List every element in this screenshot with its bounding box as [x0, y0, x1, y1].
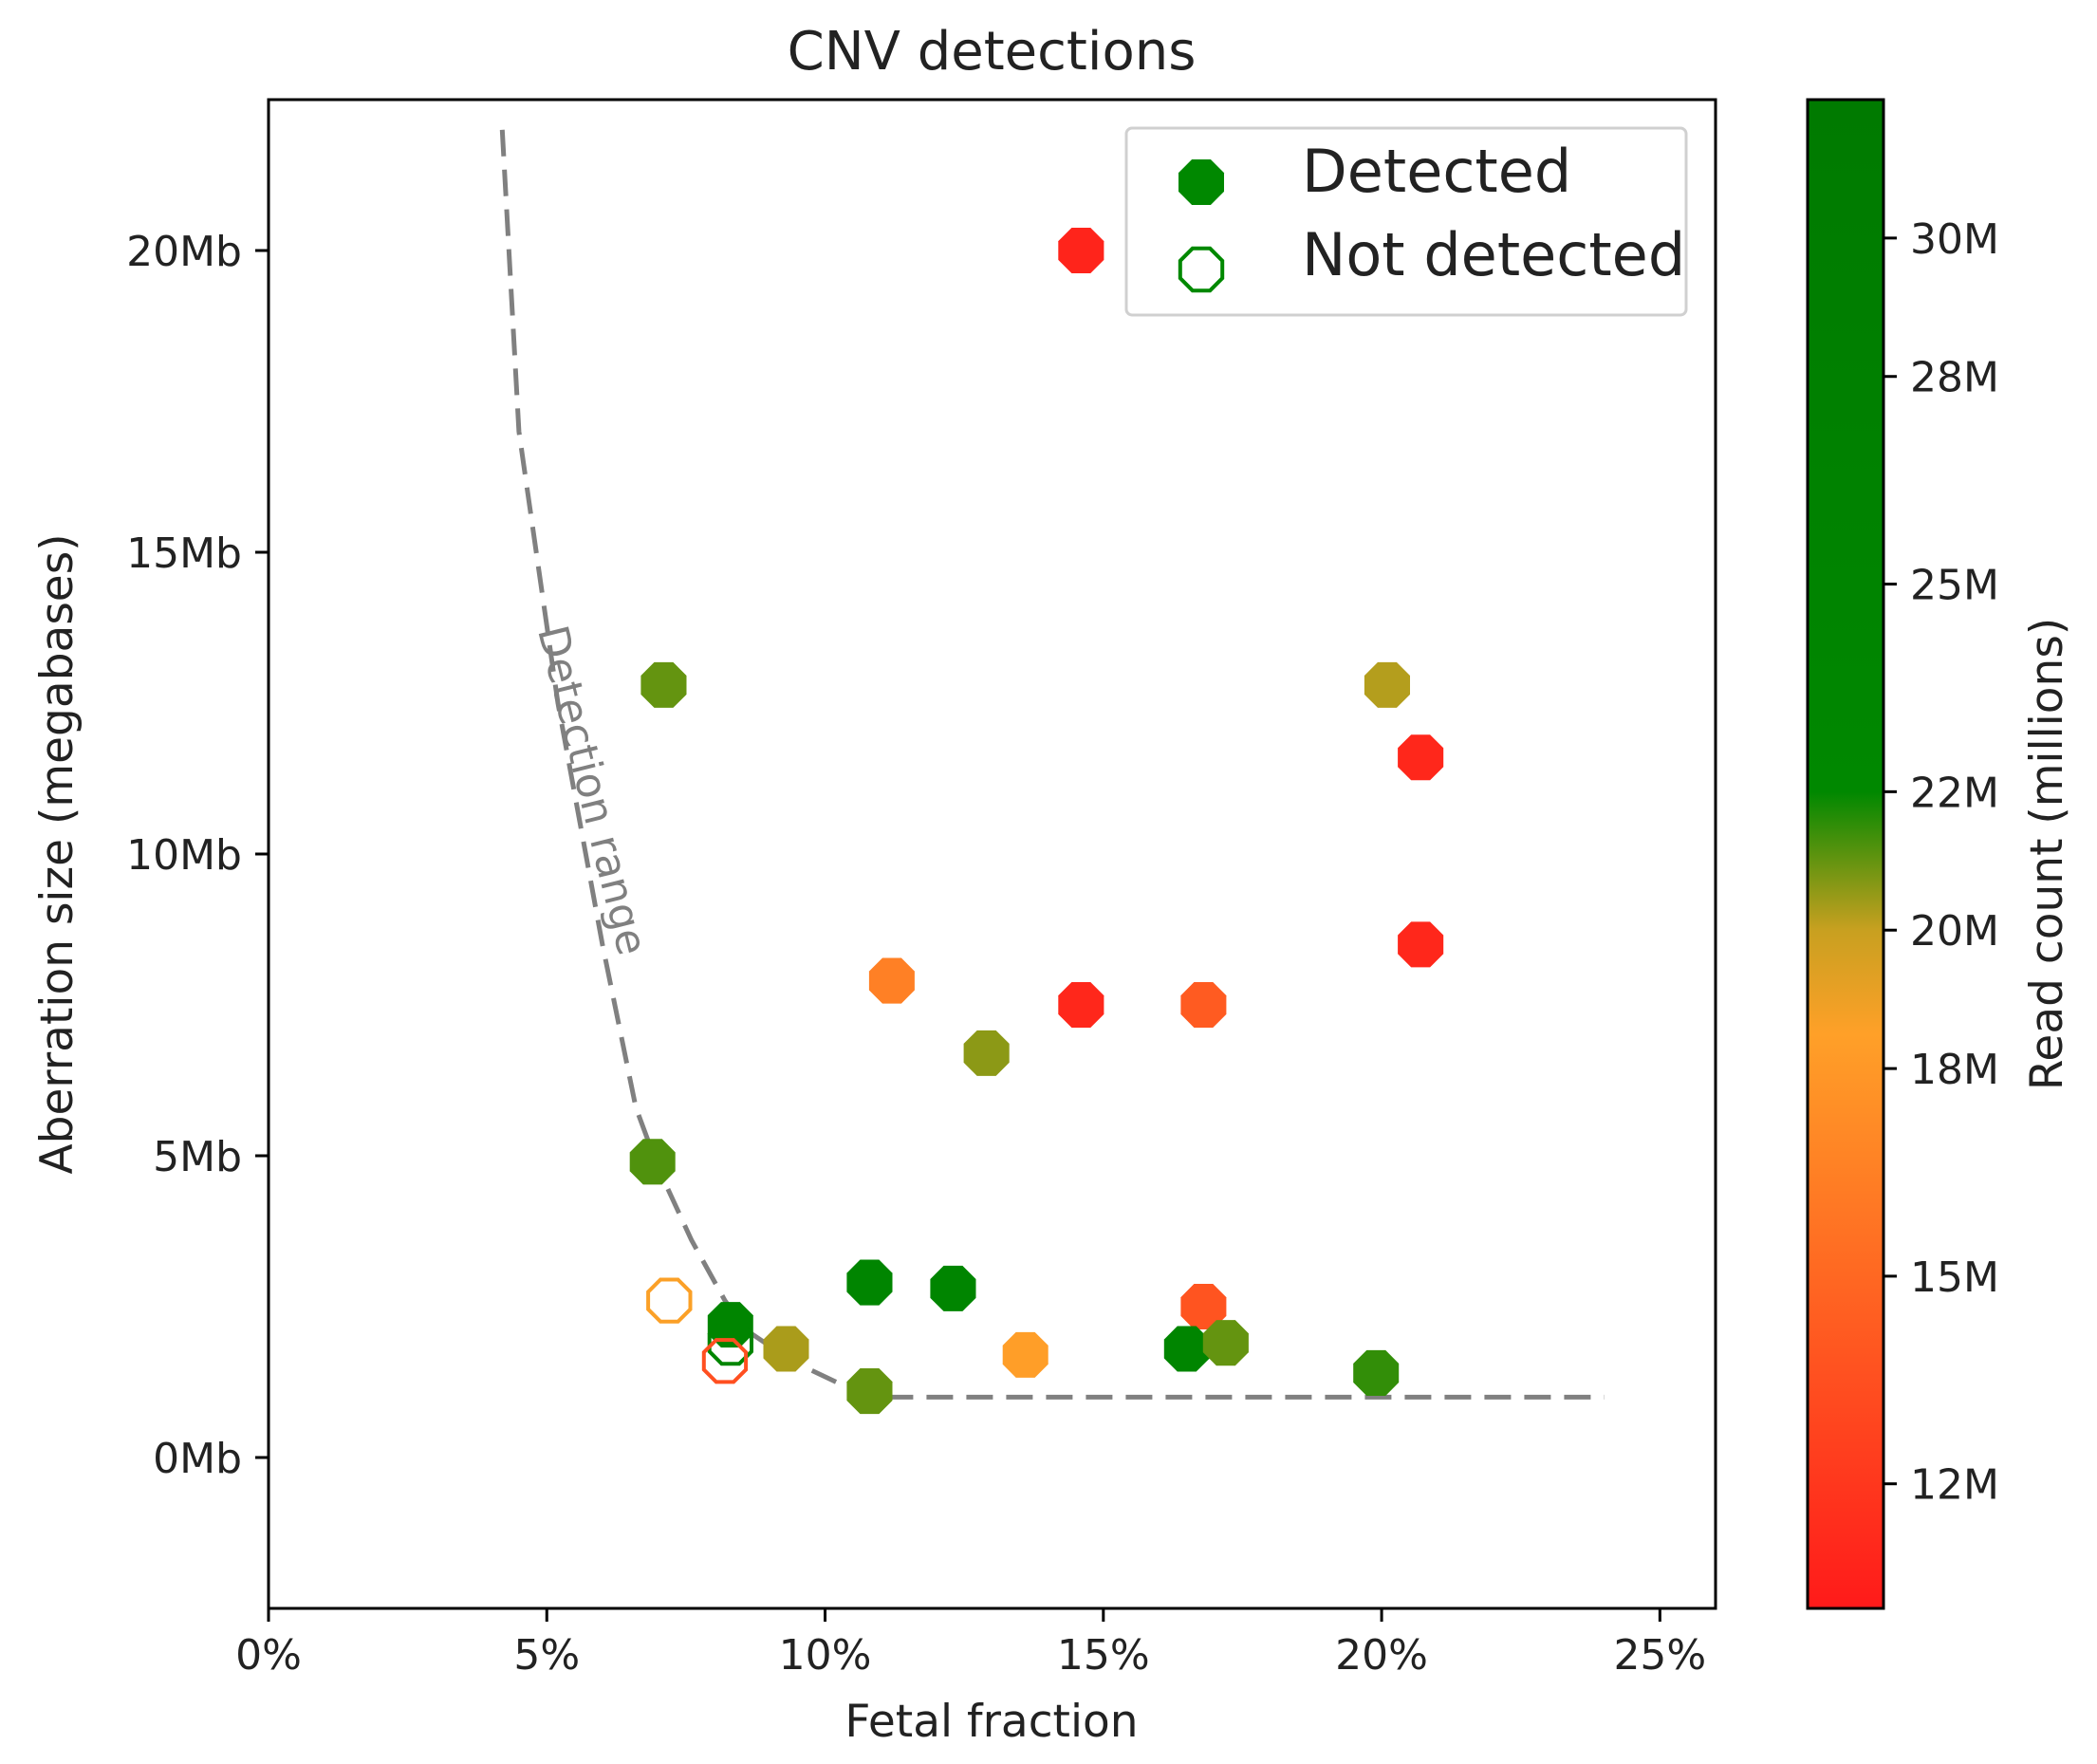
x-tick-label: 10% [779, 1631, 872, 1680]
y-tick-label: 5Mb [153, 1133, 242, 1181]
plot-area: Detection range [267, 98, 1717, 1610]
legend: Detected Not detected [1124, 126, 1688, 317]
x-tick-label: 25% [1613, 1631, 1706, 1680]
colorbar-gradient [1806, 98, 1885, 1610]
data-point-detected [963, 1030, 1010, 1076]
colorbar-tick-label: 25M [1910, 562, 1999, 610]
y-tick-label: 0Mb [153, 1435, 242, 1483]
data-point-detected [1398, 734, 1444, 781]
legend-marker-detected [1178, 159, 1224, 205]
colorbar-tick-label: 18M [1910, 1046, 1999, 1094]
colorbar: 12M 15M 18M 20M 22M 25M 28M 30M Read count (mil… [1806, 98, 2073, 1610]
legend-marker-not-detected [1178, 246, 1225, 293]
data-point-detected [1202, 1320, 1249, 1366]
data-point-not-detected [646, 1277, 693, 1324]
data-point-detected [640, 661, 687, 708]
legend-box [1124, 126, 1688, 317]
x-axis: 0% 5% 10% 15% 20% 25% [235, 1608, 1706, 1680]
colorbar-tick-label: 20M [1910, 907, 1999, 956]
data-point-detected [707, 1302, 753, 1348]
data-point-detected [1180, 982, 1227, 1028]
y-tick-label: 20Mb [126, 228, 242, 276]
data-point-detected [1058, 982, 1104, 1028]
y-axis: 0Mb 5Mb 10Mb 15Mb 20Mb [126, 228, 269, 1483]
x-tick-label: 15% [1057, 1631, 1150, 1680]
data-point-detected [763, 1326, 809, 1372]
data-point-detected [1002, 1331, 1048, 1378]
x-tick-label: 0% [235, 1631, 302, 1680]
data-point-detected [1180, 1284, 1227, 1329]
data-point-detected [629, 1139, 676, 1185]
data-point-detected [1058, 228, 1104, 273]
colorbar-tick-label: 28M [1910, 354, 1999, 402]
detection-range-label: Detection range [528, 621, 657, 959]
chart-title: CNV detections [788, 21, 1197, 83]
x-tick-label: 20% [1335, 1631, 1428, 1680]
data-point-detected [868, 957, 915, 1004]
plot-frame [267, 98, 1717, 1610]
colorbar-tick-label: 22M [1910, 769, 1999, 817]
colorbar-tick-label: 15M [1910, 1253, 1999, 1302]
data-point-detected [1353, 1349, 1400, 1396]
legend-label: Detected [1302, 137, 1571, 206]
legend-label: Not detected [1302, 220, 1685, 289]
y-tick-label: 10Mb [126, 831, 242, 880]
data-point-detected [930, 1265, 976, 1311]
x-tick-label: 5% [513, 1631, 580, 1680]
data-point-detected [1163, 1326, 1210, 1372]
colorbar-tick-label: 12M [1910, 1461, 1999, 1510]
data-point-detected [1364, 661, 1410, 708]
colorbar-label: Read count (millions) [2021, 618, 2073, 1090]
data-point-detected [846, 1259, 893, 1306]
data-point-detected [846, 1368, 893, 1415]
data-point-detected [1398, 921, 1444, 968]
data-point-not-detected [707, 1320, 753, 1366]
y-axis-label: Aberration size (megabases) [31, 533, 84, 1174]
data-point-not-detected [701, 1338, 749, 1384]
colorbar-tick-label: 30M [1910, 215, 1999, 264]
y-tick-label: 15Mb [126, 529, 242, 578]
x-axis-label: Fetal fraction [844, 1696, 1138, 1748]
